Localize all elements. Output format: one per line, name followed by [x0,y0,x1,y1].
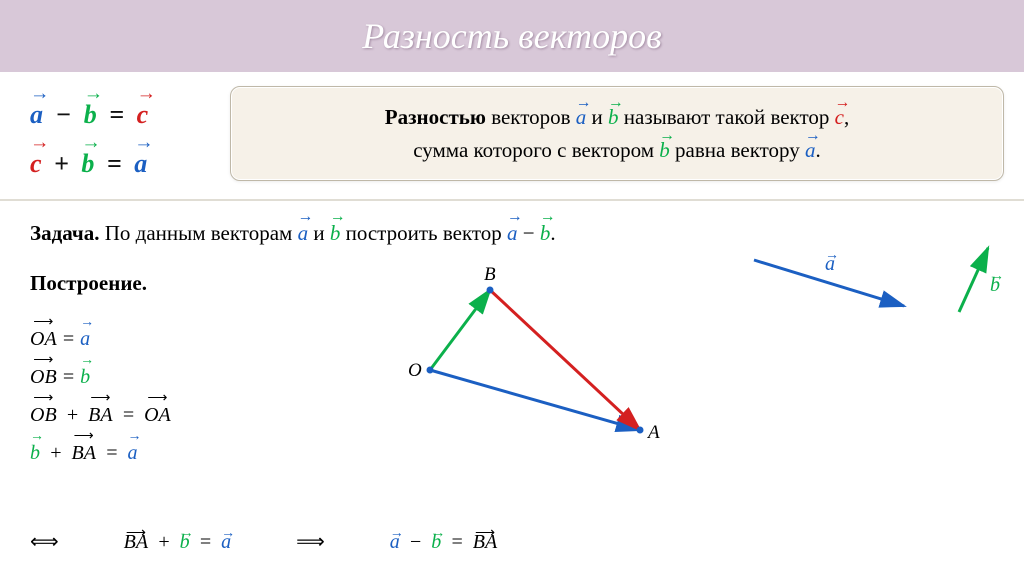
step-3: ⟶OB + ⟶BA = ⟶OA [30,396,171,434]
construction-steps: ⟶OA = →a ⟶OB = →b ⟶OB + ⟶BA = ⟶OA →b + ⟶… [30,320,171,472]
bottom-eq-2: →a − →b = ⟶BA [390,531,497,554]
label-B: B [484,264,496,286]
page-title: Разность векторов [362,15,661,57]
implies-symbol: ⟹ [296,529,325,554]
diagram-given-vectors: →a →b [744,240,1004,340]
equation-1: →a − →b = →c [30,90,230,139]
step-4: →b + ⟶BA = →a [30,434,171,472]
label-vec-b: →b [990,274,1000,297]
bottom-eq-1: ⟶BA + →b = →a [124,531,231,554]
definition-box: Разностью векторов →a и →b называют тако… [230,86,1004,181]
triangle-svg [380,280,700,480]
equation-2: →c + →b = →a [30,139,230,188]
label-vec-a: →a [825,253,835,276]
diagram-triangle: O A B [380,280,700,480]
iff-symbol: ⟺ [30,529,59,554]
top-section: →a − →b = →c →c + →b = →a Разностью вект… [0,72,1024,201]
equations: →a − →b = →c →c + →b = →a [30,86,230,189]
label-A: A [648,422,660,444]
given-svg [744,240,1004,340]
definition-bold: Разностью [385,105,486,129]
header-bar: Разность векторов [0,0,1024,72]
bottom-chain: ⟺ ⟶BA + →b = →a ⟹ →a − →b = ⟶BA [30,529,557,554]
label-O: O [408,360,422,382]
